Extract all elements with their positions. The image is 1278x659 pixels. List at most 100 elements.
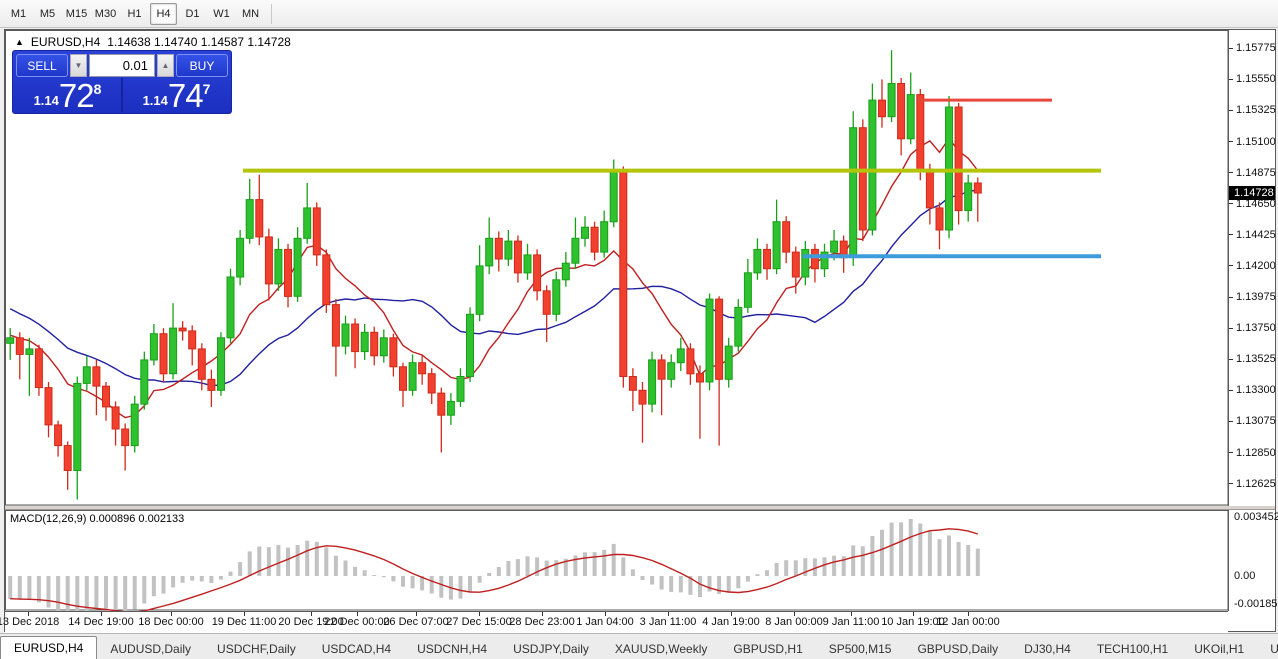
candle	[897, 78, 906, 156]
macd-histogram-bar	[535, 557, 540, 576]
time-axis[interactable]: 13 Dec 2018 14 Dec 19:00 18 Dec 00:00 19 De…	[0, 611, 1228, 633]
macd-histogram-bar	[927, 530, 932, 576]
ask-price[interactable]: 1.14 74 7	[125, 78, 228, 112]
price-tick	[1229, 265, 1233, 267]
timeframe-button-h4[interactable]: H4	[150, 2, 177, 25]
candle	[638, 382, 647, 443]
symbol-tab-gbpusd-daily[interactable]: GBPUSD,Daily	[917, 641, 999, 656]
price-axis-label: 1.12850	[1236, 446, 1276, 459]
candle	[533, 249, 542, 301]
macd-histogram-bar	[793, 560, 798, 576]
macd-histogram-bar	[583, 552, 587, 576]
price-axis-label: 1.14425	[1236, 228, 1276, 241]
candle	[945, 96, 953, 239]
macd-histogram-bar	[784, 560, 789, 576]
symbol-tab-sp500-m15[interactable]: SP500,M15	[828, 641, 892, 656]
macd-histogram-bar	[353, 566, 358, 576]
candle	[772, 199, 781, 275]
macd-histogram-bar	[812, 558, 817, 576]
candle	[954, 102, 963, 225]
bid-big-digits: 72	[58, 77, 95, 114]
macd-histogram-bar	[611, 543, 616, 576]
time-tick	[311, 612, 312, 616]
symbol-tab-tech100-h1[interactable]: TECH100,H1	[1096, 641, 1169, 656]
macd-axis[interactable]: 0.003452 0.00 -0.001851	[1228, 510, 1278, 611]
candle	[34, 344, 43, 396]
price-axis-label: 1.14200	[1236, 259, 1276, 272]
timeframe-button-h1[interactable]: H1	[127, 7, 142, 20]
macd-histogram-bar	[745, 576, 750, 582]
pane-splitter[interactable]	[5, 505, 1275, 510]
candle	[868, 83, 877, 236]
volume-increase-button[interactable]: ▲	[157, 54, 174, 77]
time-axis-label: 26 Dec 07:00	[383, 616, 449, 628]
macd-histogram-bar	[333, 555, 338, 576]
macd-axis-label: 0.003452	[1234, 511, 1278, 523]
price-axis-label: 1.13975	[1236, 291, 1276, 304]
candle	[408, 354, 417, 396]
ask-pip-digit: 7	[202, 81, 211, 97]
symbol-tab-usdcnh-h4[interactable]: USDCNH,H4	[417, 641, 488, 656]
timeframe-button-d1[interactable]: D1	[185, 7, 200, 20]
symbol-tab-u[interactable]: U	[1270, 641, 1278, 656]
bid-price[interactable]: 1.14 72 8	[16, 78, 119, 112]
timeframe-button-w1[interactable]: W1	[213, 7, 230, 20]
collapse-panel-icon[interactable]: ▲	[15, 37, 24, 47]
candle	[284, 243, 292, 308]
macd-histogram-bar	[65, 576, 70, 611]
macd-histogram-bar	[774, 563, 779, 576]
volume-input[interactable]	[89, 54, 155, 77]
sell-button[interactable]: SELL	[16, 54, 68, 77]
chart-window: 1.15775 1.15550 1.15325 1.15100 1.14875 1.146…	[0, 29, 1278, 633]
candle	[485, 217, 494, 275]
timeframe-button-m1[interactable]: M1	[10, 7, 27, 20]
candle	[322, 249, 331, 313]
price-tick	[1229, 78, 1233, 80]
candle	[590, 221, 599, 261]
time-axis-label: 8 Jan 00:00	[765, 616, 823, 628]
symbol-tab-dj30-h4[interactable]: DJ30,H4	[1024, 641, 1071, 656]
volume-decrease-button[interactable]: ▼	[70, 54, 87, 77]
symbol-tab-xauusd-weekly[interactable]: XAUUSD,Weekly	[614, 641, 708, 656]
symbol-tab-usdchf-daily[interactable]: USDCHF,Daily	[217, 641, 296, 656]
macd-canvas[interactable]	[5, 510, 1229, 611]
macd-histogram-bar	[832, 555, 837, 576]
macd-histogram-bar	[8, 576, 13, 600]
symbol-tab-usdcad-h4[interactable]: USDCAD,H4	[321, 641, 392, 656]
macd-histogram-bar	[314, 541, 319, 576]
candle	[25, 337, 34, 396]
timeframe-button-mn[interactable]: MN	[241, 7, 260, 20]
macd-histogram-bar	[487, 572, 492, 576]
candle	[475, 245, 484, 322]
candle	[169, 303, 178, 380]
time-axis-label: 12 Jan 00:00	[936, 616, 1000, 628]
timeframe-button-m30[interactable]: M30	[94, 7, 117, 20]
macd-histogram-bar	[937, 539, 942, 576]
macd-histogram-bar	[698, 576, 702, 598]
price-axis[interactable]: 1.15775 1.15550 1.15325 1.15100 1.14875 1.146…	[1228, 30, 1276, 506]
symbol-tab-audusd-daily[interactable]: AUDUSD,Daily	[110, 641, 192, 656]
price-tick	[1229, 172, 1233, 174]
symbol-tab-eurusd-h4[interactable]: EURUSD,H4	[0, 636, 98, 659]
candle	[456, 368, 465, 407]
candle	[820, 243, 829, 277]
macd-histogram-bar	[104, 576, 108, 609]
macd-histogram-bar	[391, 576, 396, 582]
price-axis-label: 1.13075	[1236, 415, 1276, 428]
candle	[743, 259, 752, 313]
timeframe-button-m5[interactable]: M5	[39, 7, 56, 20]
macd-histogram-bar	[573, 555, 578, 576]
macd-histogram-bar	[956, 541, 961, 576]
candle	[494, 231, 503, 272]
symbol-tab-bar: EURUSD,H4 AUDUSD,Daily USDCHF,Daily USDCAD,…	[0, 633, 1278, 659]
price-tick	[1229, 452, 1233, 453]
main-chart-canvas[interactable]	[5, 30, 1229, 506]
symbol-tab-usdjpy-daily[interactable]: USDJPY,Daily	[513, 641, 589, 656]
macd-histogram-bar	[295, 545, 300, 576]
timeframe-button-m15[interactable]: M15	[65, 7, 88, 20]
buy-button[interactable]: BUY	[176, 54, 228, 77]
symbol-tab-ukoil-h1[interactable]: UKOil,H1	[1194, 641, 1245, 656]
symbol-tab-gbpusd-h1[interactable]: GBPUSD,H1	[733, 641, 803, 656]
macd-histogram-bar	[880, 529, 884, 576]
